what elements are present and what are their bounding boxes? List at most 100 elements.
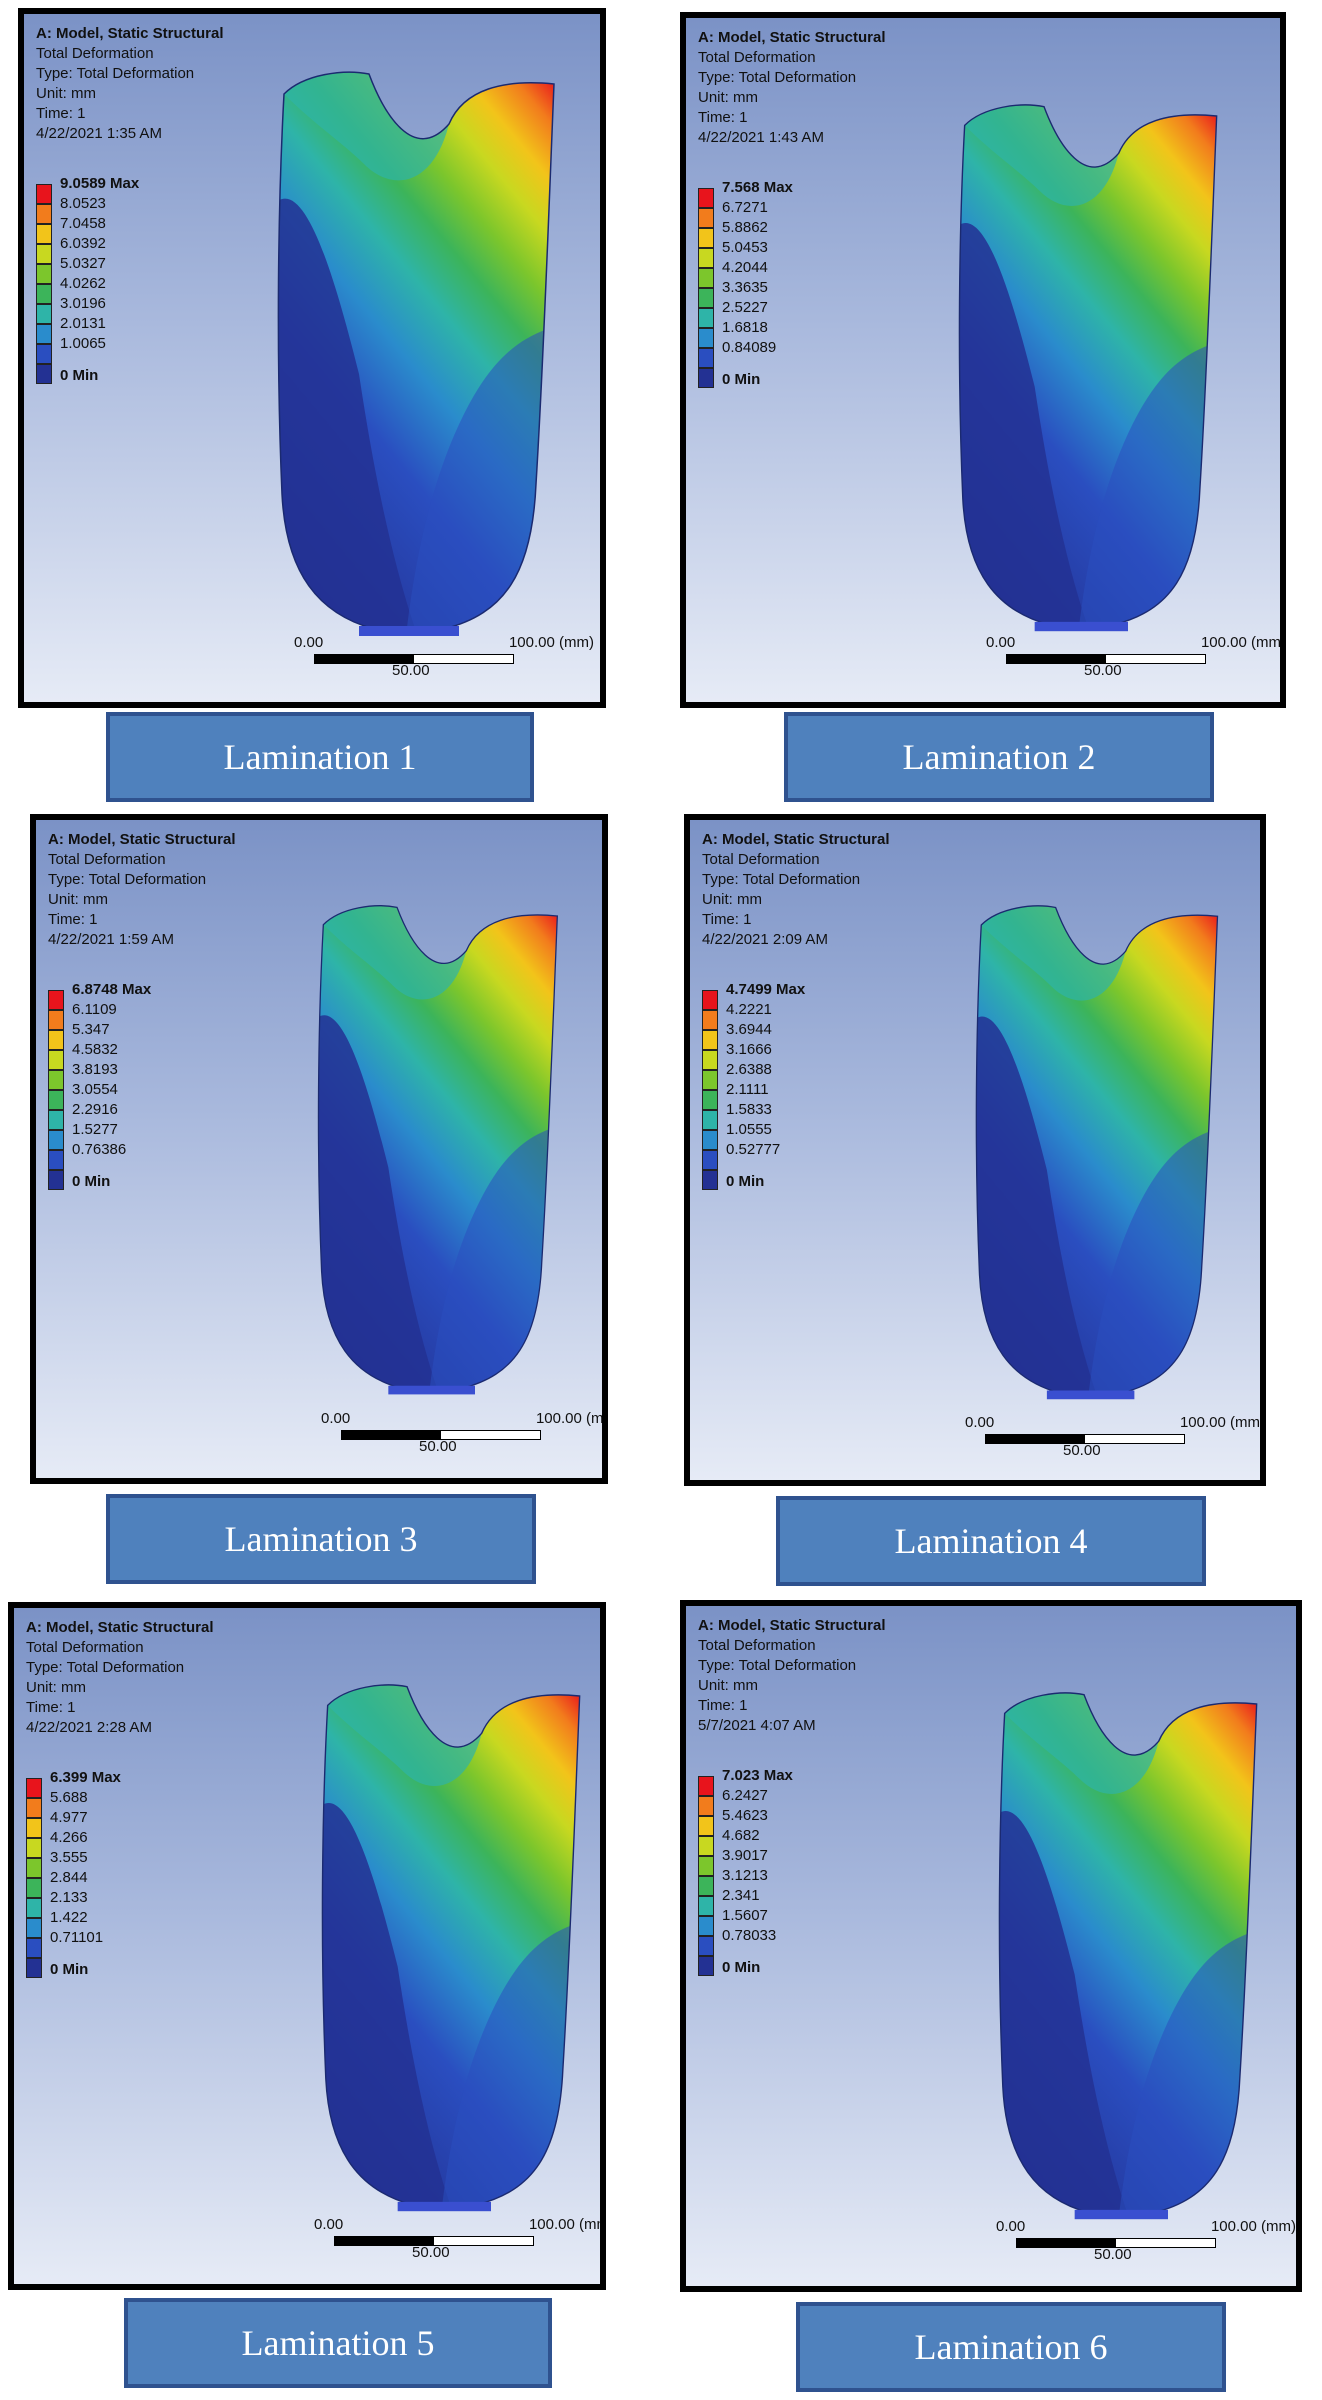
scale-zero: 0.00: [321, 1410, 351, 1427]
legend-swatch: [26, 1838, 42, 1858]
scale-bar: 0.00 100.00 (mm) 50.00: [321, 1410, 604, 1456]
legend-max: 6.8748 Max: [72, 981, 152, 998]
result-panel-5: A: Model, Static Structural Total Deform…: [8, 1602, 606, 2290]
legend-swatch: [698, 268, 714, 288]
scale-mid: 50.00: [1084, 662, 1122, 679]
model-title: A: Model, Static Structural: [26, 1619, 214, 1636]
legend-swatch: [36, 244, 52, 264]
result-time: Time: 1: [36, 105, 86, 122]
result-name: Total Deformation: [48, 851, 166, 868]
scale-ruler: [334, 2236, 534, 2246]
scale-ruler: [985, 1434, 1185, 1444]
legend-swatch: [698, 1876, 714, 1896]
legend-value: 2.341: [722, 1887, 760, 1904]
lamination-label-1: Lamination 1: [106, 712, 534, 802]
legend-swatch: [36, 344, 52, 364]
legend-value: 3.0554: [72, 1081, 118, 1098]
scale-end: 100.00 (mm): [508, 634, 594, 651]
result-date: 5/7/2021 4:07 AM: [698, 1717, 816, 1734]
legend-value: 6.7271: [722, 199, 768, 216]
legend-swatch: [698, 1816, 714, 1836]
lamination-label-6: Lamination 6: [796, 2302, 1226, 2392]
legend-swatch: [698, 288, 714, 308]
legend-value: 5.0453: [722, 239, 768, 256]
scale-zero: 0.00: [294, 634, 324, 651]
legend-swatch: [698, 1936, 714, 1956]
legend-swatch: [36, 304, 52, 324]
scale-mid: 50.00: [392, 662, 430, 679]
scale-mid: 50.00: [412, 2244, 450, 2261]
model-title: A: Model, Static Structural: [36, 25, 224, 42]
result-time: Time: 1: [698, 109, 748, 126]
legend-swatch: [702, 1090, 718, 1110]
legend-value: 3.3635: [722, 279, 768, 296]
scale-mid: 50.00: [419, 1438, 457, 1455]
scale-ruler: [1016, 2238, 1216, 2248]
legend-swatch: [702, 1170, 718, 1190]
result-time: Time: 1: [48, 911, 98, 928]
legend-value: 2.1111: [726, 1081, 769, 1098]
legend-swatch: [48, 1070, 64, 1090]
legend-value: 6.1109: [72, 1001, 117, 1018]
legend-value: 2.5227: [722, 299, 768, 316]
legend-value: 2.2916: [72, 1101, 118, 1118]
legend-value: 0.78033: [722, 1927, 777, 1944]
scale-end: 100.00 (mm): [528, 2216, 606, 2233]
result-name: Total Deformation: [26, 1639, 144, 1656]
legend-swatch: [702, 990, 718, 1010]
legend-value: 4.0262: [60, 275, 106, 292]
legend-value: 2.133: [50, 1889, 88, 1906]
result-time: Time: 1: [26, 1699, 76, 1716]
result-date: 4/22/2021 2:09 AM: [702, 931, 828, 948]
result-panel-6: A: Model, Static Structural Total Deform…: [680, 1600, 1302, 2292]
result-unit: Unit: mm: [48, 891, 108, 908]
deformation-model: [321, 1684, 581, 2212]
result-info: A: Model, Static Structural Total Deform…: [48, 830, 236, 950]
result-info: A: Model, Static Structural Total Deform…: [702, 830, 890, 950]
legend-max: 4.7499 Max: [726, 981, 806, 998]
legend-value: 1.5607: [722, 1907, 768, 1924]
legend-swatch: [698, 1796, 714, 1816]
legend-value: 0.84089: [722, 339, 777, 356]
legend-value: 1.422: [50, 1909, 88, 1926]
result-type: Type: Total Deformation: [702, 871, 861, 888]
legend-value: 1.5277: [72, 1121, 118, 1138]
result-name: Total Deformation: [698, 49, 816, 66]
result-name: Total Deformation: [36, 45, 154, 62]
legend-swatch: [48, 1130, 64, 1150]
legend-swatch: [698, 328, 714, 348]
legend-swatch: [48, 1110, 64, 1130]
legend-value: 3.0196: [60, 295, 106, 312]
legend-swatch: [36, 284, 52, 304]
result-type: Type: Total Deformation: [698, 69, 857, 86]
legend-value: 3.6944: [726, 1021, 772, 1038]
scale-bar: 0.00 100.00 (mm) 50.00: [986, 634, 1280, 680]
legend-swatch: [48, 1090, 64, 1110]
result-type: Type: Total Deformation: [26, 1659, 185, 1676]
legend-swatch: [48, 1150, 64, 1170]
model-title: A: Model, Static Structural: [698, 1617, 886, 1634]
legend-value: 4.682: [722, 1827, 760, 1844]
legend-swatch: [698, 348, 714, 368]
scale-end: 100.00 (mm): [1210, 2218, 1296, 2235]
result-time: Time: 1: [702, 911, 752, 928]
result-date: 4/22/2021 1:35 AM: [36, 125, 162, 142]
scale-ruler: [314, 654, 514, 664]
legend-value: 5.347: [72, 1021, 110, 1038]
legend-min: 0 Min: [60, 367, 99, 384]
result-type: Type: Total Deformation: [698, 1657, 857, 1674]
legend-swatch: [36, 184, 52, 204]
deformation-model: [998, 1692, 1258, 2220]
legend-swatch: [26, 1818, 42, 1838]
legend-swatch: [702, 1150, 718, 1170]
legend-swatch: [48, 1030, 64, 1050]
legend-swatch: [702, 1010, 718, 1030]
scale-mid: 50.00: [1094, 2246, 1132, 2263]
legend-value: 1.6818: [722, 319, 768, 336]
scale-end: 100.00 (mm): [535, 1410, 604, 1427]
result-date: 4/22/2021 2:28 AM: [26, 1719, 152, 1736]
legend-swatch: [698, 228, 714, 248]
legend-swatch: [698, 1856, 714, 1876]
model-title: A: Model, Static Structural: [702, 831, 890, 848]
legend-min: 0 Min: [50, 1961, 89, 1978]
